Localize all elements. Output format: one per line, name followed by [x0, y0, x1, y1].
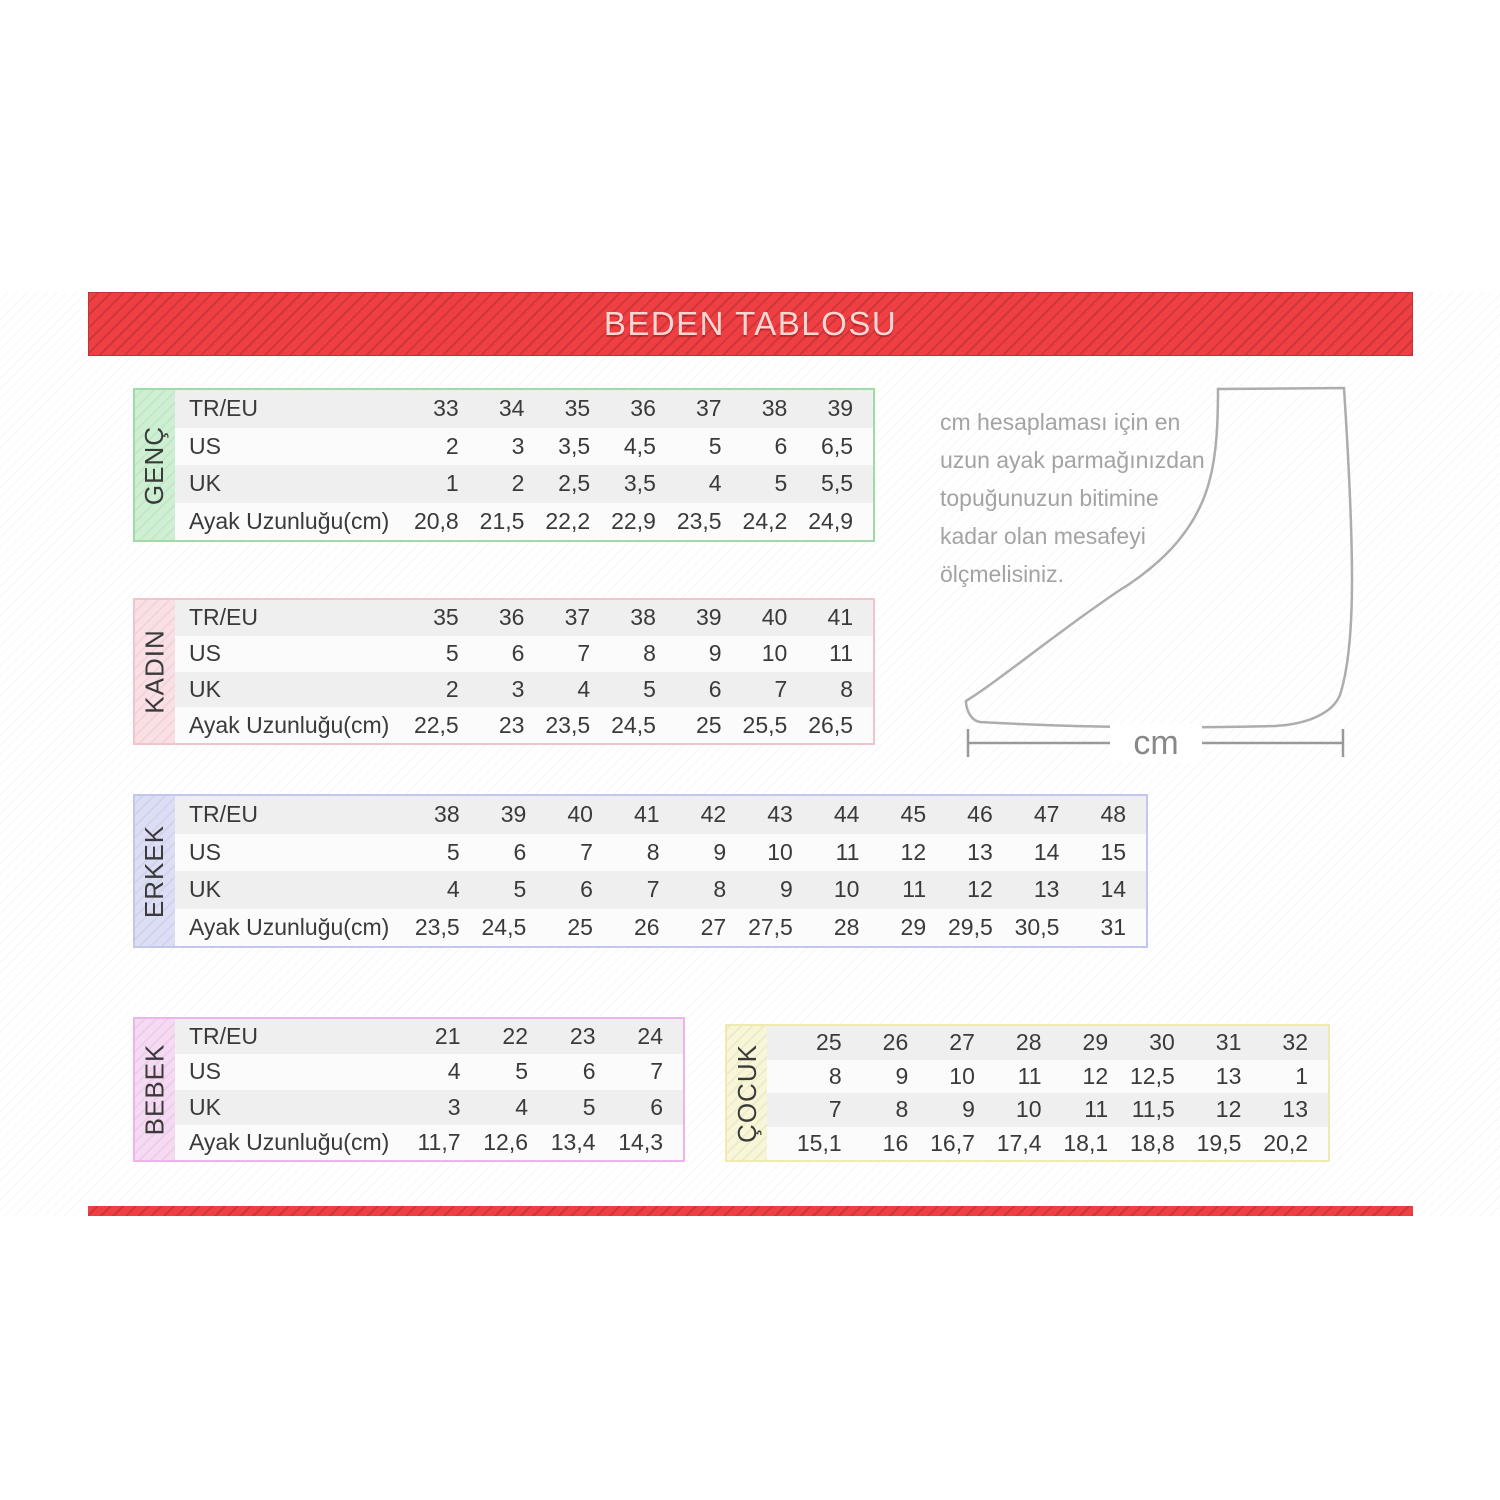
svg-text:cm: cm — [1133, 724, 1178, 762]
